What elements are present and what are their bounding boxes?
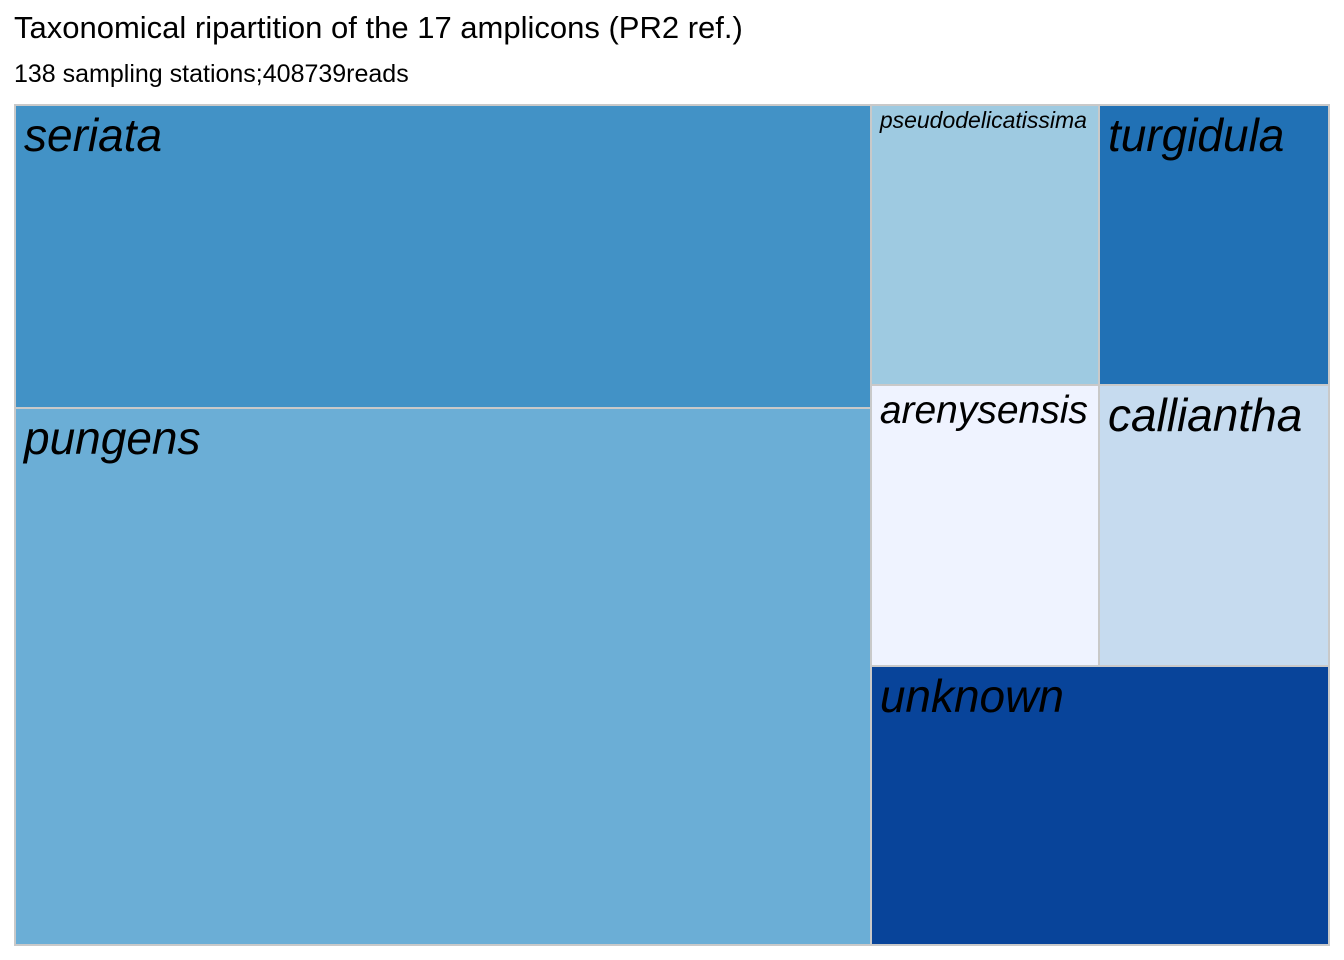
tile-label: arenysensis: [879, 389, 1088, 433]
tile-label: unknown: [879, 669, 1064, 722]
tile-arenysensis: arenysensis: [870, 385, 1099, 666]
tile-pungens: pungens: [15, 408, 871, 945]
tile-label: pseudodelicatissima: [879, 107, 1087, 133]
tile-seriata: seriata: [15, 105, 871, 409]
tile-pseudodelicatissima: pseudodelicatissima: [870, 105, 1099, 386]
tile-label: calliantha: [1107, 389, 1303, 442]
tile-label: seriata: [24, 109, 163, 161]
chart-title: Taxonomical ripartition of the 17 amplic…: [14, 10, 743, 45]
tile-label: pungens: [24, 412, 201, 465]
chart-subtitle: 138 sampling stations;408739reads: [14, 60, 409, 88]
tile-calliantha: calliantha: [1098, 385, 1329, 666]
treemap-plot-area: seriata pungens pseudodelicatissima turgidu…: [14, 104, 1330, 946]
tile-turgidula: turgidula: [1098, 105, 1329, 386]
tile-unknown: unknown: [870, 665, 1329, 945]
tile-label: turgidula: [1107, 109, 1285, 161]
